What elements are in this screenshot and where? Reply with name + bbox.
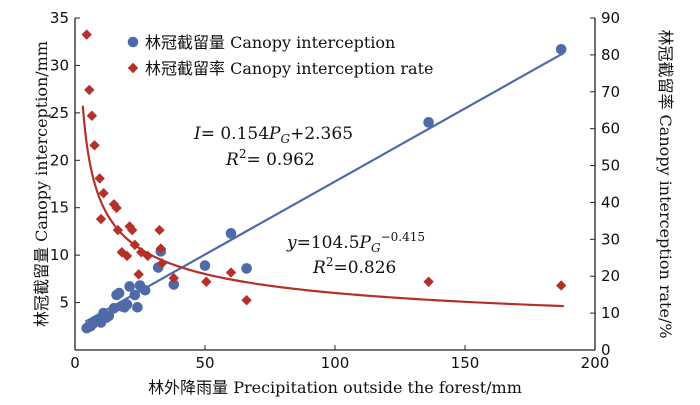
equation-segment: = 0.154 [201, 124, 269, 144]
interception-rate-point [423, 276, 434, 287]
interception-rate-point [556, 280, 567, 291]
y-right-tick-label: 50 [601, 157, 620, 175]
fit-lines [81, 51, 565, 323]
legend-diamond-marker [127, 62, 139, 74]
equation-segment: +2.365 [290, 124, 353, 144]
interception-rate-point [121, 250, 133, 262]
interception-rate-point [111, 202, 122, 214]
y-left-tick-label: 20 [50, 151, 69, 169]
interception-point [139, 284, 151, 296]
equation-line: I= 0.154PG+2.365 [193, 124, 353, 146]
interception-point [121, 299, 133, 310]
y-left-tick-label: 15 [50, 199, 69, 217]
interception-rate-point [86, 110, 98, 121]
interception-rate-point [225, 267, 237, 278]
y-right-tick-label: 70 [601, 83, 620, 101]
y-left-tick-label: 30 [50, 56, 69, 74]
y-left-tick-label: 25 [50, 104, 69, 122]
equation-segment: y [286, 233, 297, 253]
data-points [81, 29, 567, 334]
y-left-tick-label: 10 [50, 246, 69, 264]
equation-segment: −0.415 [381, 230, 425, 244]
x-tick-label: 0 [70, 354, 80, 372]
y-left-tick-label: 35 [50, 9, 69, 27]
equation-line: R2= 0.962 [225, 147, 315, 170]
interception-rate-point [155, 243, 166, 254]
interception-rate-point [112, 224, 124, 236]
axis-titles: 林外降雨量 Precipitation outside the forest/m… [32, 29, 675, 397]
interception-rate-point [89, 140, 100, 151]
interception-rate-point [142, 250, 153, 262]
x-tick-label: 200 [581, 354, 610, 372]
interception-point [132, 302, 143, 313]
equation-segment: R [225, 150, 239, 170]
equation-segment: P [359, 233, 372, 253]
interception-rate-point [201, 276, 212, 287]
y-right-tick-label: 40 [601, 193, 620, 211]
linear-fit-line [84, 51, 565, 323]
interception-point [129, 289, 141, 301]
interception-point [124, 281, 135, 292]
legend-label: 林冠截留量 Canopy interception [145, 33, 395, 52]
interception-point [168, 279, 180, 290]
interception-rate-point [84, 84, 95, 96]
interception-point [225, 228, 237, 239]
y-right-tick-label: 80 [601, 46, 620, 64]
y-left-axis-title: 林冠截留量 Canopy interception/mm [32, 41, 51, 327]
equation-line: R2=0.826 [312, 255, 396, 278]
x-tick-label: 100 [321, 354, 350, 372]
y-left-tick-label: 5 [59, 294, 69, 312]
interception-point [113, 287, 125, 299]
equation-segment: G [281, 132, 291, 146]
y-right-tick-label: 10 [601, 304, 620, 322]
equation-segment: =0.826 [333, 258, 396, 278]
equation-line: y=104.5PG−0.415 [286, 230, 425, 255]
interception-point [103, 310, 115, 322]
equation-segment: R [312, 258, 326, 278]
equation-segment: 2 [239, 147, 247, 161]
y-right-axis-title: 林冠截留率 Canopy interception rate/% [656, 29, 675, 338]
legend-label: 林冠截留率 Canopy interception rate [145, 59, 433, 78]
interception-rate-point [156, 258, 168, 269]
interception-rate-point [95, 213, 107, 225]
interception-rate-point [241, 295, 252, 306]
y-right-tick-label: 20 [601, 267, 620, 285]
y-right-tick-label: 90 [601, 9, 620, 27]
interception-rate-point [98, 188, 109, 199]
interception-rate-point [81, 29, 92, 40]
y-right-tick-label: 60 [601, 120, 620, 138]
interception-rate-point [133, 269, 144, 280]
legend-circle-marker [127, 36, 139, 48]
x-tick-label: 150 [451, 354, 480, 372]
interception-point [423, 117, 434, 128]
equation-segment: G [371, 241, 381, 255]
interception-rate-point [94, 173, 105, 184]
axes: 0 50 100 150 200 5 10 15 20 25 30 35 0 10 20 30 40 50 60 70… [50, 9, 620, 372]
y-right-tick-label: 30 [601, 230, 620, 248]
interception-rate-point [154, 224, 165, 236]
legend: 林冠截留量 Canopy interception 林冠截留率 Canopy in… [127, 33, 433, 78]
y-right-tick-label: 0 [601, 341, 611, 359]
interception-point [555, 44, 567, 55]
interception-rate-point [129, 239, 140, 251]
equation-segment: 2 [326, 255, 334, 269]
equation-segment: = 0.962 [246, 150, 314, 170]
x-axis-title: 林外降雨量 Precipitation outside the forest/m… [148, 378, 522, 397]
equation-segment: P [268, 124, 281, 144]
x-tick-label: 50 [195, 354, 214, 372]
interception-rate-point [127, 224, 138, 236]
interception-point [199, 260, 211, 271]
interception-rate-point [168, 272, 179, 284]
equation-segment: =104.5 [297, 233, 360, 253]
interception-point [241, 263, 252, 274]
equation-segment: I [193, 124, 201, 144]
